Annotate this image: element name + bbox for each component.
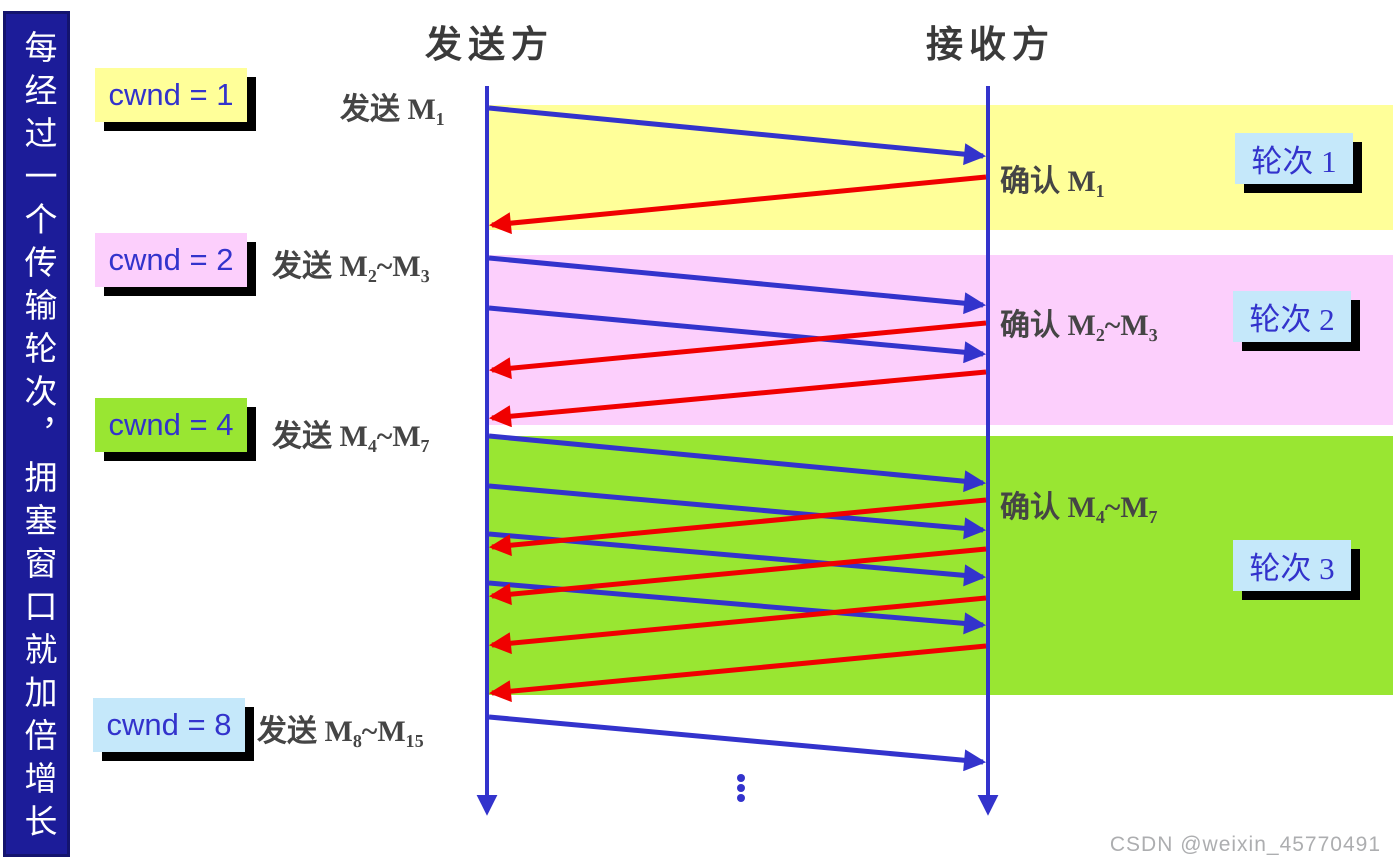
data-segment-arrow <box>488 714 987 772</box>
send-label-m2-m3: 发送 M₂~M₃ <box>272 250 430 283</box>
sidebar-caption: 每经过一个传输轮次，拥塞窗口就加倍增长 <box>3 11 70 857</box>
data-segment-arrow <box>488 105 987 166</box>
sidebar-caption-text: 每经过一个传输轮次，拥塞窗口就加倍增长 <box>19 30 55 847</box>
ack-arrow <box>488 643 987 703</box>
ack-arrow <box>488 497 987 557</box>
continuation-dots <box>737 774 745 782</box>
ack-arrow <box>488 174 987 235</box>
send-label-m1: 发送 M₁ <box>340 93 445 126</box>
data-segment-arrow <box>488 305 987 364</box>
ack-arrow <box>488 369 987 428</box>
ack-label-m1: 确认 M₁ <box>1000 165 1105 198</box>
send-label-m4-m7: 发送 M₄~M₇ <box>272 420 430 453</box>
continuation-dots <box>737 794 745 802</box>
send-label-m8-m15: 发送 M₈~M₁₅ <box>257 715 424 748</box>
continuation-dots <box>737 784 745 792</box>
ack-arrow <box>488 595 987 655</box>
cwnd-box-2: cwnd = 2 <box>95 233 247 287</box>
data-segment-arrow <box>488 483 987 540</box>
ack-arrow <box>488 546 987 606</box>
watermark: CSDN @weixin_45770491 <box>1109 833 1381 856</box>
round-badge-3: 轮次 3 <box>1233 540 1351 591</box>
ack-label-m4-m7: 确认 M₄~M₇ <box>1000 491 1158 524</box>
sender-title: 发送方 <box>425 25 554 66</box>
data-segment-arrow <box>488 433 987 493</box>
ack-label-m2-m3: 确认 M₂~M₃ <box>1000 309 1158 342</box>
receiver-title: 接收方 <box>926 25 1055 66</box>
data-segment-arrow <box>488 255 987 315</box>
cwnd-box-1: cwnd = 1 <box>95 68 247 122</box>
round-badge-2: 轮次 2 <box>1233 291 1351 342</box>
cwnd-box-8: cwnd = 8 <box>93 698 245 752</box>
round-badge-1: 轮次 1 <box>1235 133 1353 184</box>
ack-arrow <box>488 320 987 380</box>
cwnd-box-4: cwnd = 4 <box>95 398 247 452</box>
